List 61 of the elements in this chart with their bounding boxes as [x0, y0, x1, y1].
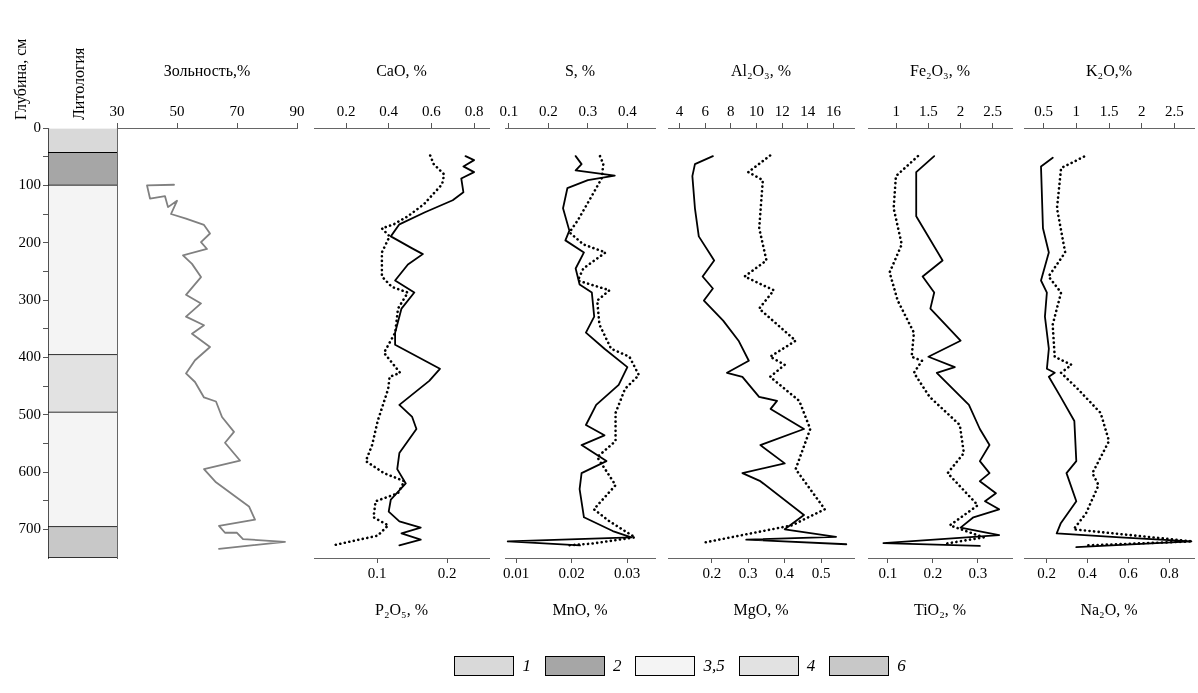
x-tick-label: 0.2: [702, 564, 722, 581]
x-axis-title: TiO₂, %: [913, 600, 967, 618]
x-tick-label: 0.3: [968, 564, 988, 581]
y-tick-label: 600: [18, 462, 41, 479]
legend-label: 2: [612, 656, 622, 676]
x-tick-label: 70: [229, 102, 245, 119]
legend-label: 1: [522, 656, 531, 676]
legend-label: 6: [897, 656, 906, 676]
x-tick-label: 0.2: [923, 564, 943, 581]
y-tick-label: 400: [18, 348, 41, 365]
x2-tick-label: 12: [774, 102, 790, 119]
x-tick-label: 0.02: [558, 564, 585, 581]
legend-label: 4: [806, 656, 816, 676]
x2-tick-label: 4: [675, 102, 684, 119]
x-axis-title: Зольность,%: [163, 61, 251, 79]
x2-tick-label: 10: [749, 102, 765, 119]
x-tick-label: 0.2: [1037, 564, 1056, 581]
x2-tick-label: 1: [1072, 102, 1081, 119]
y-tick-label: 0: [33, 118, 41, 135]
x2-tick-label: 14: [800, 102, 816, 119]
x-tick-label: 0.2: [437, 564, 457, 581]
y-tick-label: 100: [18, 176, 41, 193]
x-tick-label: 0.1: [878, 564, 898, 581]
x2-axis-title: K₂O,%: [1085, 61, 1133, 79]
x2-axis-title: Fe₂O₃, %: [909, 61, 971, 79]
x2-tick-label: 2.5: [983, 102, 1003, 119]
y-tick-label: 300: [18, 290, 41, 307]
x2-tick-label: 6: [701, 102, 710, 119]
x2-tick-label: 2: [956, 102, 965, 119]
x2-axis-title: S, %: [564, 61, 596, 79]
x-tick-label: 0.3: [738, 564, 758, 581]
chart-title: Литология: [70, 46, 88, 120]
x-tick-label: 90: [289, 102, 305, 119]
x-tick-label: 0.8: [1160, 564, 1179, 581]
x2-tick-label: 1.5: [1099, 102, 1119, 119]
y-tick-label: 200: [18, 233, 41, 250]
x-axis-title: P₂O₅, %: [375, 600, 428, 618]
x2-tick-label: 2: [1137, 102, 1146, 119]
x2-tick-label: 1: [892, 102, 901, 119]
x2-tick-label: 1.5: [919, 102, 938, 119]
x-tick-label: 0.4: [775, 564, 795, 581]
x-tick-label: 0.1: [367, 564, 387, 581]
x-tick-label: 0.4: [1078, 564, 1098, 581]
y-tick-label: 700: [18, 520, 41, 537]
text: 3,5: [703, 656, 725, 676]
y-tick-label: 500: [18, 405, 41, 422]
x-tick-label: 0.5: [811, 564, 831, 581]
x2-tick-label: 2.5: [1165, 102, 1184, 119]
x-tick-label: 30: [109, 102, 125, 119]
x2-tick-label: 8: [727, 102, 735, 119]
x2-axis-title: Al₂O₃, %: [730, 61, 792, 79]
x2-tick-label: 16: [825, 102, 842, 119]
y-axis-title: Глубина, см: [12, 38, 31, 120]
x-axis-title: MnO, %: [552, 600, 608, 618]
x-tick-label: 0.01: [502, 564, 530, 581]
x-tick-label: 50: [169, 102, 185, 119]
x-axis-title: MgO, %: [733, 600, 789, 619]
x-axis-title: Na₂O, %: [1080, 600, 1138, 618]
x-tick-label: 0.6: [1119, 564, 1139, 581]
x2-axis-title: CaO, %: [376, 61, 427, 79]
x-tick-label: 0.03: [614, 564, 641, 581]
